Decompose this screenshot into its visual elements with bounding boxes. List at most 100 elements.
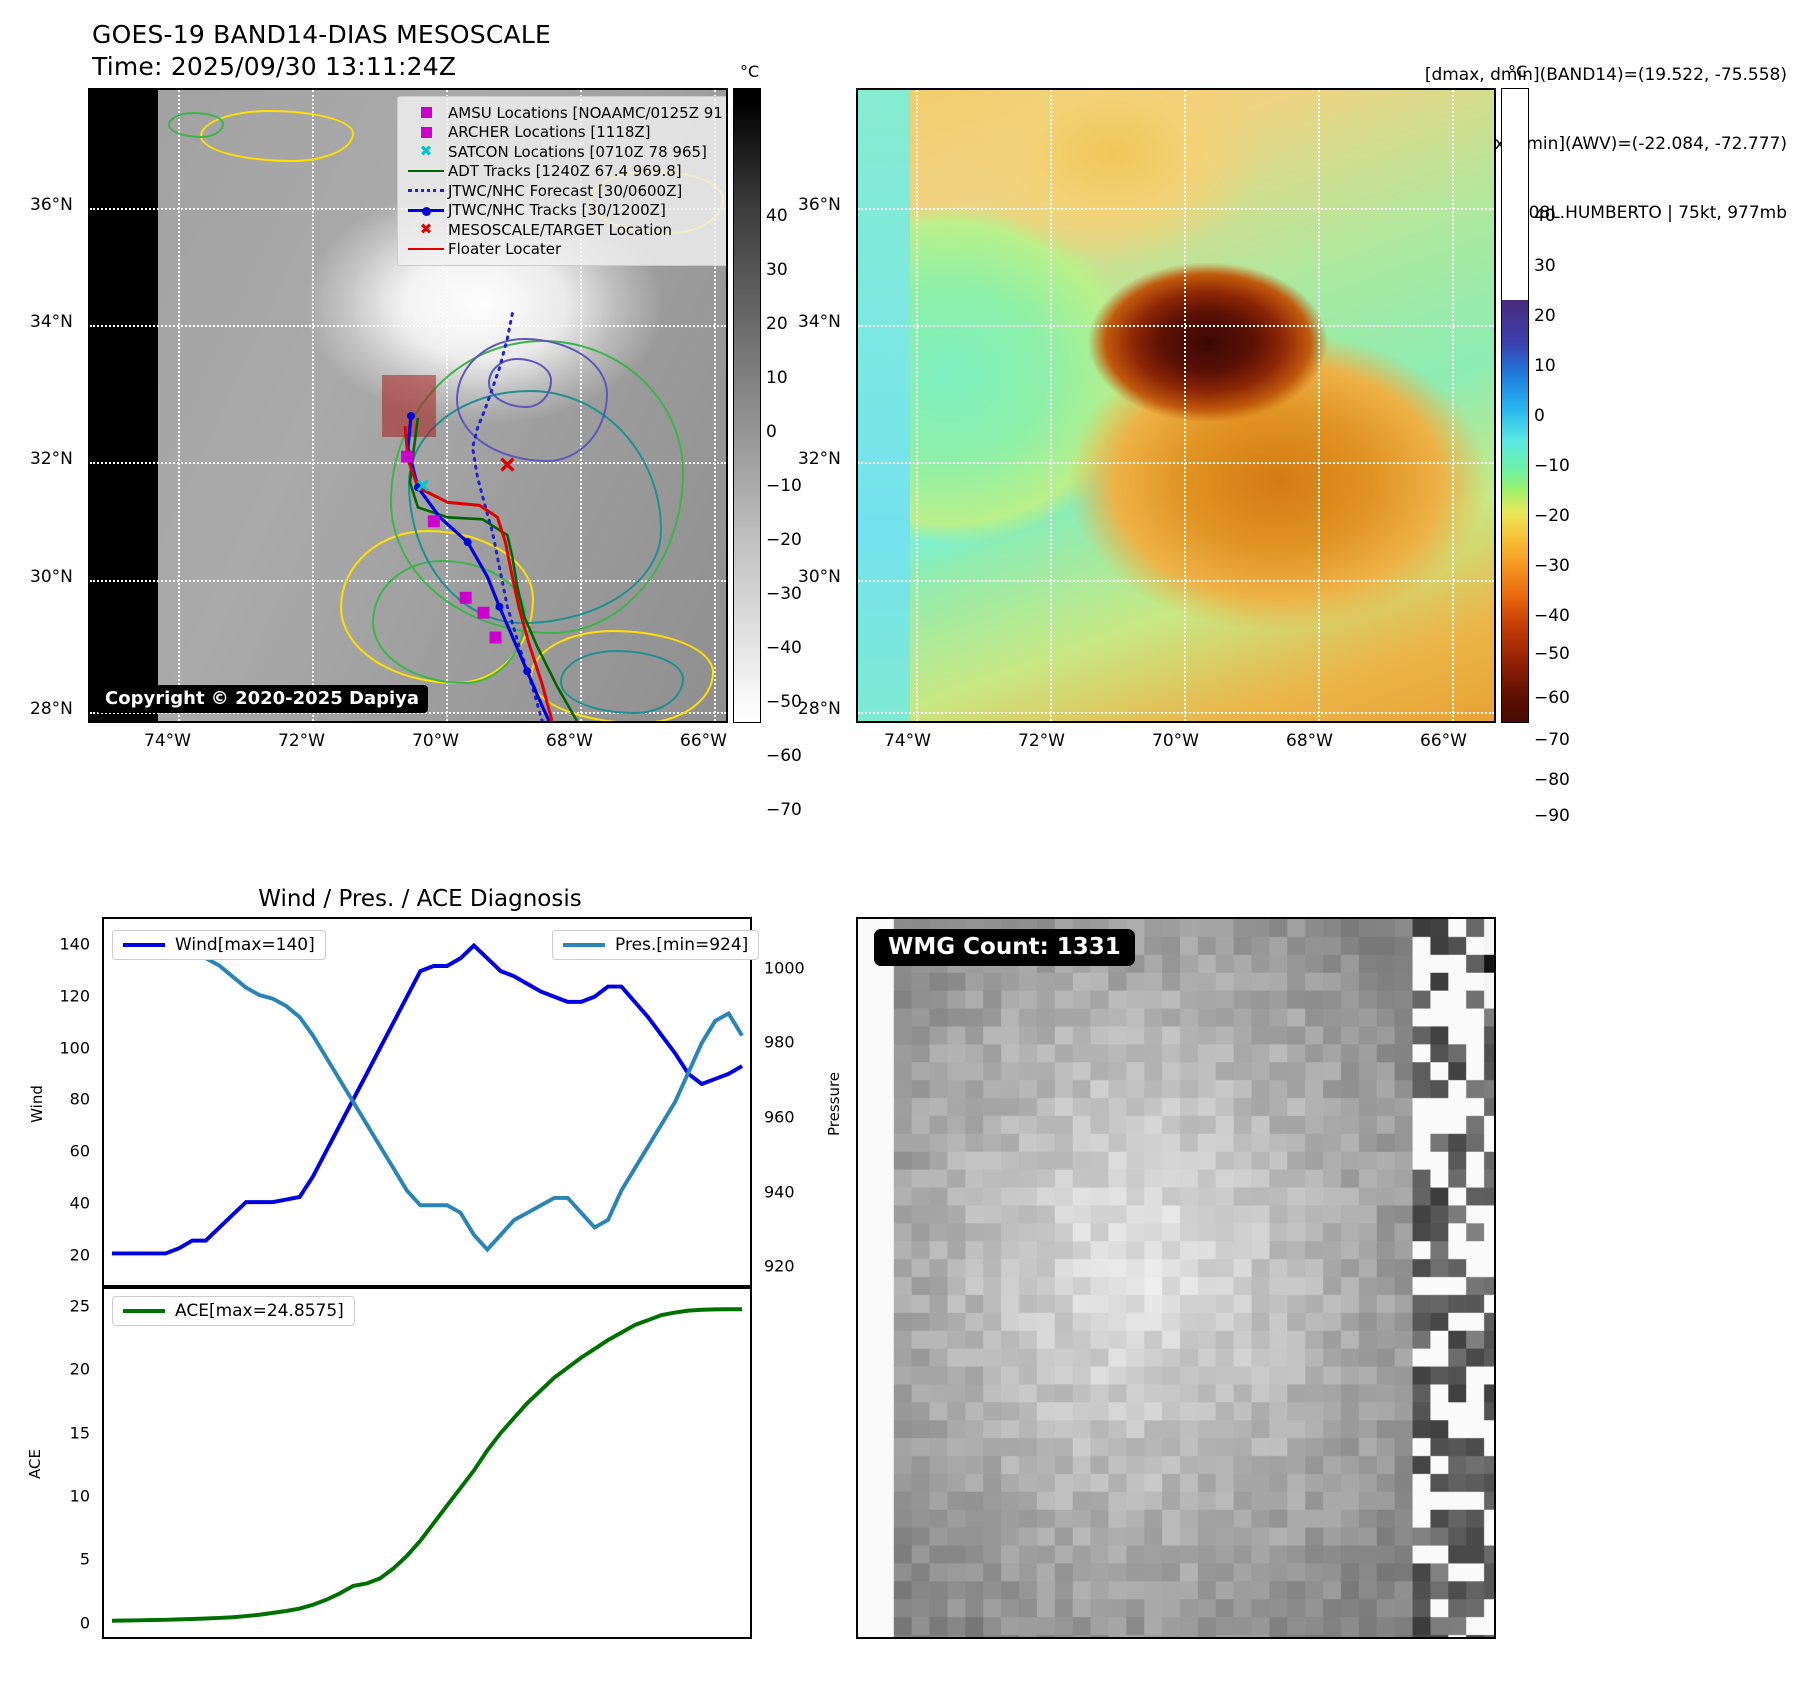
- axis-tick: 20: [69, 1245, 90, 1265]
- stats-band14: [dmax, dmin](BAND14)=(19.522, -75.558): [1424, 65, 1787, 85]
- ir-lon-tick: 66°W: [680, 731, 727, 751]
- page-title-line1: GOES-19 BAND14-DIAS MESOSCALE: [92, 20, 551, 49]
- cb-tick: −30: [1534, 556, 1570, 576]
- legend-item-adt: ADT Tracks [1240Z 67.4 969.8]: [404, 162, 726, 182]
- legend-label: MESOSCALE/TARGET Location: [448, 220, 673, 239]
- awv-lon-tick: 74°W: [884, 731, 931, 751]
- ace-chart[interactable]: [102, 1287, 752, 1639]
- awv-left-edge: [858, 90, 910, 721]
- cb-tick: 30: [766, 260, 788, 280]
- cb-tick: 40: [766, 206, 788, 226]
- x-marker-icon: ✖: [419, 220, 433, 239]
- gridline-lon-66: [714, 90, 716, 721]
- wind-pressure-chart[interactable]: [102, 917, 752, 1287]
- ir-colorbar-ticks: 40 30 20 10: [766, 88, 826, 723]
- awv-lat-tick: 30°N: [798, 567, 841, 587]
- gridline-lat-32: [858, 462, 1494, 464]
- wind-legend-swatch: [123, 943, 165, 947]
- pressure-legend-swatch: [563, 943, 605, 947]
- cb-tick: −40: [1534, 606, 1570, 626]
- wmg-raster: [858, 919, 1494, 1637]
- awv-lon-tick: 72°W: [1018, 731, 1065, 751]
- legend-item-forecast: JTWC/NHC Forecast [30/0600Z]: [404, 181, 726, 201]
- cb-tick: 10: [766, 368, 788, 388]
- x-marker-icon: ✖: [419, 142, 433, 161]
- gridline-lon-66: [1452, 90, 1454, 721]
- ace-series-line: [111, 1307, 743, 1623]
- pressure-series-line: [111, 945, 744, 1253]
- ace-y-ticks: 0 5 10 15 20 25: [30, 1287, 94, 1639]
- ir-lat-tick: 28°N: [30, 699, 73, 719]
- axis-tick: 80: [69, 1089, 90, 1109]
- cb-tick: −60: [1534, 688, 1570, 708]
- cb-tick: −50: [766, 692, 802, 712]
- cb-tick: −70: [766, 800, 802, 820]
- axis-tick: 980: [764, 1032, 795, 1052]
- dotted-line-icon: [404, 189, 448, 193]
- cb-tick: −80: [1534, 770, 1570, 790]
- ir-lon-tick: 72°W: [278, 731, 325, 751]
- legend-label: AMSU Locations [NOAAMC/0125Z 91 968]: [448, 103, 726, 122]
- cb-tick: −90: [1534, 806, 1570, 826]
- axis-tick: 60: [69, 1141, 90, 1161]
- ace-legend-label: ACE[max=24.8575]: [175, 1301, 344, 1321]
- axis-tick: 40: [69, 1193, 90, 1213]
- cb-tick: 30: [1534, 256, 1556, 276]
- legend-item-tracks: JTWC/NHC Tracks [30/1200Z]: [404, 201, 726, 221]
- awv-lat-tick: 34°N: [798, 312, 841, 332]
- contour-green: [168, 112, 224, 138]
- awv-lon-tick: 68°W: [1286, 731, 1333, 751]
- legend-item-floater: Floater Locater: [404, 240, 726, 260]
- ir-lat-tick: 32°N: [30, 449, 73, 469]
- axis-tick: 25: [69, 1296, 90, 1316]
- axis-tick: 140: [59, 934, 90, 954]
- wind-legend: Wind[max=140]: [112, 930, 326, 960]
- ir-lat-tick: 36°N: [30, 195, 73, 215]
- stats-storm: 08L.HUMBERTO | 75kt, 977mb: [1528, 203, 1787, 223]
- axis-tick: 120: [59, 986, 90, 1006]
- cb-tick: −70: [1534, 730, 1570, 750]
- gridline-lon-72: [312, 90, 314, 721]
- awv-colorbar: [1501, 88, 1529, 723]
- gridline-lon-68: [1318, 90, 1320, 721]
- solid-line-icon: [404, 248, 448, 251]
- legend-item-archer: ARCHER Locations [1118Z]: [404, 123, 726, 143]
- page-title-line2: Time: 2025/09/30 13:11:24Z: [92, 52, 457, 81]
- axis-tick: 0: [79, 1613, 90, 1633]
- solid-line-icon: [404, 170, 448, 173]
- cb-tick: 0: [1534, 406, 1545, 426]
- gridline-lon-72: [1050, 90, 1052, 721]
- cb-tick: −50: [1534, 644, 1570, 664]
- pressure-y-ticks: 920 940 960 980 1000: [760, 917, 830, 1287]
- awv-lat-tick: 28°N: [798, 699, 841, 719]
- cb-tick: −30: [766, 584, 802, 604]
- legend-label: SATCON Locations [0710Z 78 965]: [448, 142, 707, 161]
- axis-tick: 920: [764, 1256, 795, 1276]
- awv-map[interactable]: [856, 88, 1496, 723]
- square-marker-icon: [404, 107, 448, 119]
- axis-tick: 5: [79, 1549, 90, 1569]
- ir-mesoscale-map[interactable]: AMSU Locations [NOAAMC/0125Z 91 968] ARC…: [88, 88, 728, 723]
- ir-lon-tick: 74°W: [144, 731, 191, 751]
- legend-item-satcon: ✖ SATCON Locations [0710Z 78 965]: [404, 142, 726, 162]
- cb-tick: −10: [766, 476, 802, 496]
- axis-tick: 15: [69, 1423, 90, 1443]
- cb-tick: 10: [1534, 356, 1556, 376]
- cb-tick: −20: [766, 530, 802, 550]
- gridline-lat-34: [90, 325, 726, 327]
- ir-lon-tick: 68°W: [546, 731, 593, 751]
- gridline-lon-70: [1184, 90, 1186, 721]
- wmg-panel[interactable]: WMG Count: 1331: [856, 917, 1496, 1639]
- wind-series-line: [111, 942, 744, 1256]
- gridline-lon-74: [916, 90, 918, 721]
- gridline-lon-74: [178, 90, 180, 721]
- legend-label: JTWC/NHC Tracks [30/1200Z]: [448, 201, 666, 220]
- legend-item-mesoscale: ✖ MESOSCALE/TARGET Location: [404, 220, 726, 240]
- wmg-count-badge: WMG Count: 1331: [874, 929, 1135, 966]
- awv-colorbar-ticks: 40 30 20 10 0 −10 −20 −30 −40 −50 −60 −7…: [1534, 88, 1614, 826]
- gridline-lat-34: [858, 325, 1494, 327]
- ir-lon-tick: 70°W: [412, 731, 459, 751]
- square-marker-icon: [404, 126, 448, 138]
- wind-y-ticks: 20 40 60 80 100 120 140: [30, 917, 94, 1287]
